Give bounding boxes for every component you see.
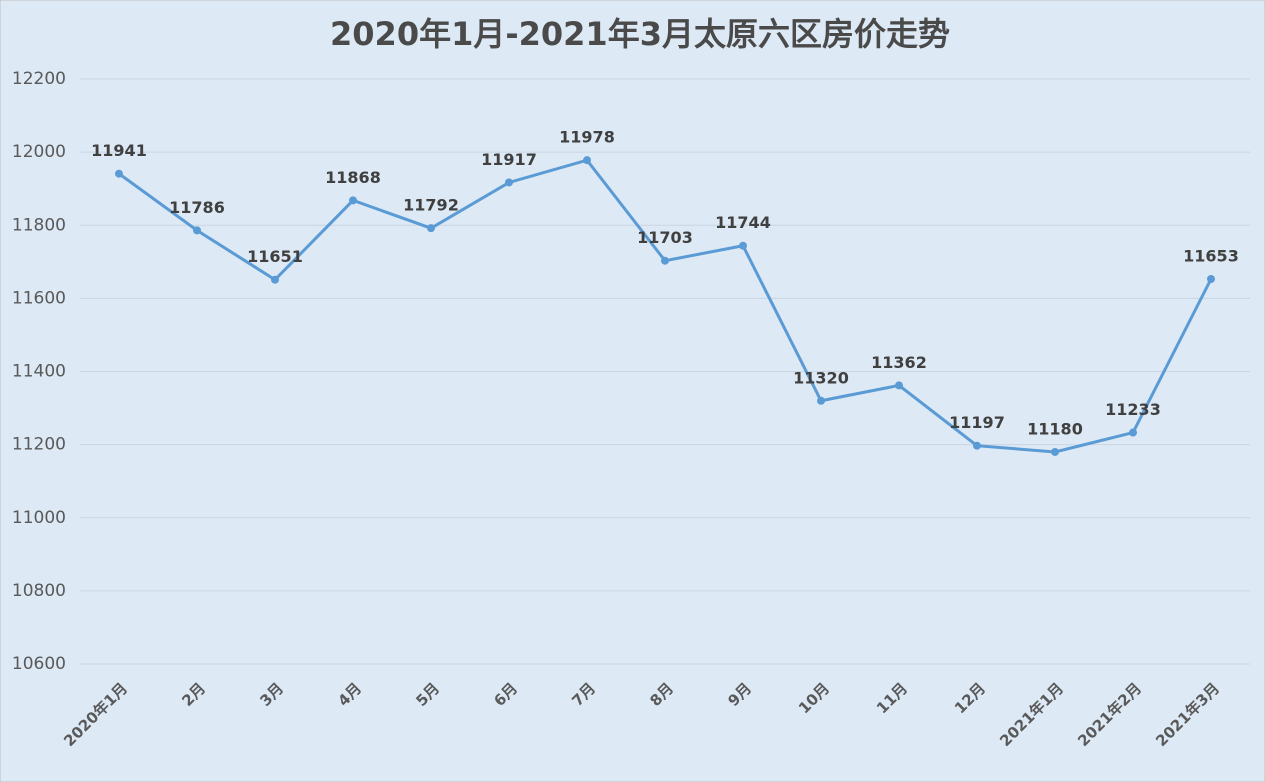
y-tick-label: 11600 [12, 288, 66, 308]
y-tick-label: 11200 [12, 435, 66, 455]
data-label: 11792 [403, 196, 459, 215]
data-label: 11653 [1183, 246, 1239, 265]
data-label: 11320 [793, 368, 849, 387]
y-tick-label: 12000 [12, 142, 66, 162]
point [271, 275, 279, 284]
data-label: 11786 [169, 198, 225, 217]
data-label: 11978 [559, 128, 615, 147]
data-label: 11651 [247, 247, 303, 266]
point [349, 196, 357, 205]
point [193, 226, 201, 235]
point [505, 178, 513, 187]
y-tick-label: 11400 [12, 362, 66, 382]
data-label: 11744 [715, 213, 771, 232]
point [973, 441, 981, 450]
point [895, 381, 903, 390]
y-tick-label: 11800 [12, 215, 66, 235]
data-label: 11233 [1105, 400, 1161, 419]
point [583, 156, 591, 165]
data-label: 11917 [481, 150, 537, 169]
chart-title: 2020年1月-2021年3月太原六区房价走势 [330, 15, 950, 53]
point [115, 169, 123, 178]
y-tick-label: 12200 [12, 69, 66, 89]
data-label: 11703 [637, 228, 693, 247]
y-tick-label: 11000 [12, 508, 66, 528]
point [1207, 274, 1215, 283]
point [739, 241, 747, 250]
data-label: 11941 [91, 141, 147, 160]
data-label: 11197 [949, 413, 1005, 432]
data-label: 11362 [871, 353, 927, 372]
data-label: 11868 [325, 168, 381, 187]
point [661, 256, 669, 265]
point [427, 224, 435, 233]
point [1129, 428, 1137, 437]
y-tick-label: 10800 [12, 581, 66, 601]
data-label: 11180 [1027, 419, 1083, 438]
y-tick-label: 10600 [12, 654, 66, 674]
point [817, 396, 825, 405]
point [1051, 447, 1059, 456]
